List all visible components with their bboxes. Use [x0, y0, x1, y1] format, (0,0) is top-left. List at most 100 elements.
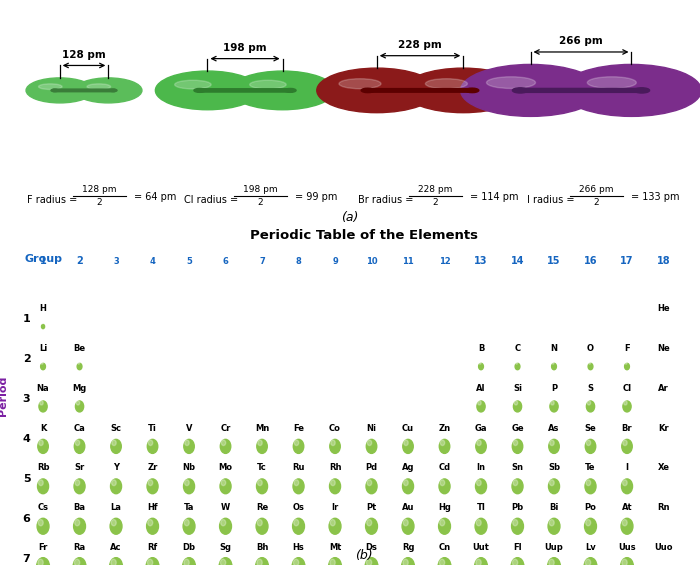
- Ellipse shape: [479, 363, 484, 370]
- Ellipse shape: [584, 558, 597, 565]
- Ellipse shape: [475, 479, 486, 494]
- Ellipse shape: [440, 520, 444, 526]
- Ellipse shape: [38, 559, 43, 565]
- Text: 4: 4: [22, 434, 31, 444]
- Text: 2: 2: [594, 198, 599, 207]
- Text: Re: Re: [256, 503, 268, 512]
- Text: Rn: Rn: [657, 503, 670, 512]
- Text: 3: 3: [23, 394, 30, 404]
- Text: Uuo: Uuo: [654, 544, 673, 553]
- Ellipse shape: [477, 480, 481, 486]
- Text: Xe: Xe: [657, 463, 669, 472]
- Text: In: In: [477, 463, 486, 472]
- Ellipse shape: [87, 84, 111, 89]
- Ellipse shape: [111, 440, 121, 453]
- Text: Fl: Fl: [513, 544, 522, 553]
- Text: I radius =: I radius =: [527, 195, 578, 205]
- Text: 4: 4: [150, 257, 155, 266]
- Ellipse shape: [552, 363, 556, 370]
- Ellipse shape: [256, 518, 268, 534]
- Ellipse shape: [185, 480, 189, 486]
- Text: 2: 2: [97, 198, 102, 207]
- Ellipse shape: [366, 559, 372, 565]
- Text: Bh: Bh: [256, 544, 268, 553]
- Text: Kr: Kr: [658, 424, 668, 432]
- Ellipse shape: [292, 558, 305, 565]
- Ellipse shape: [329, 558, 342, 565]
- Ellipse shape: [515, 363, 520, 370]
- Ellipse shape: [331, 440, 335, 446]
- Ellipse shape: [112, 440, 116, 446]
- Ellipse shape: [585, 440, 596, 453]
- Ellipse shape: [74, 440, 85, 453]
- Text: W: W: [221, 503, 230, 512]
- Ellipse shape: [330, 559, 335, 565]
- Ellipse shape: [516, 362, 517, 364]
- Ellipse shape: [440, 559, 444, 565]
- Ellipse shape: [402, 479, 414, 494]
- Ellipse shape: [585, 559, 591, 565]
- Text: S: S: [587, 384, 594, 393]
- Text: Cl: Cl: [622, 384, 631, 393]
- Ellipse shape: [250, 80, 286, 89]
- Ellipse shape: [285, 89, 296, 92]
- Ellipse shape: [38, 84, 62, 89]
- Ellipse shape: [622, 520, 627, 526]
- Ellipse shape: [625, 362, 627, 364]
- Text: F radius =: F radius =: [27, 195, 81, 205]
- Text: Rf: Rf: [148, 544, 158, 553]
- Ellipse shape: [486, 77, 536, 89]
- Ellipse shape: [75, 480, 80, 486]
- Ellipse shape: [146, 518, 158, 534]
- Text: He: He: [657, 304, 670, 312]
- Ellipse shape: [584, 518, 596, 534]
- Text: 8: 8: [295, 257, 302, 266]
- Text: Hg: Hg: [438, 503, 451, 512]
- Text: Ds: Ds: [365, 544, 377, 553]
- Text: 266 pm: 266 pm: [559, 36, 603, 46]
- Text: Group: Group: [24, 254, 62, 264]
- Ellipse shape: [42, 322, 43, 324]
- Ellipse shape: [365, 558, 378, 565]
- Ellipse shape: [587, 401, 591, 405]
- Ellipse shape: [621, 518, 633, 534]
- Ellipse shape: [551, 401, 554, 405]
- FancyBboxPatch shape: [52, 89, 116, 92]
- Text: Rb: Rb: [37, 463, 49, 472]
- Ellipse shape: [75, 78, 142, 103]
- Ellipse shape: [513, 480, 518, 486]
- Ellipse shape: [587, 77, 636, 89]
- Text: Rg: Rg: [402, 544, 414, 553]
- Text: Ge: Ge: [511, 424, 524, 432]
- Text: 2: 2: [22, 354, 31, 364]
- Ellipse shape: [256, 558, 268, 565]
- Ellipse shape: [426, 79, 468, 89]
- Text: = 114 pm: = 114 pm: [470, 192, 519, 202]
- Ellipse shape: [549, 440, 559, 453]
- Ellipse shape: [402, 518, 414, 534]
- Ellipse shape: [475, 558, 487, 565]
- Text: Cu: Cu: [402, 424, 414, 432]
- Ellipse shape: [111, 479, 122, 494]
- Ellipse shape: [293, 440, 304, 453]
- Text: Li: Li: [39, 344, 47, 353]
- Ellipse shape: [221, 480, 225, 486]
- Ellipse shape: [75, 520, 80, 526]
- Ellipse shape: [403, 68, 523, 112]
- Ellipse shape: [403, 520, 408, 526]
- Text: 5: 5: [186, 257, 192, 266]
- Text: C: C: [514, 344, 521, 353]
- Ellipse shape: [438, 558, 451, 565]
- Text: 7: 7: [22, 554, 31, 564]
- Ellipse shape: [550, 520, 554, 526]
- Text: Br: Br: [622, 424, 632, 432]
- Text: 12: 12: [439, 257, 450, 266]
- Text: Hs: Hs: [293, 544, 304, 553]
- Ellipse shape: [38, 479, 48, 494]
- Text: Ac: Ac: [111, 544, 122, 553]
- Ellipse shape: [41, 363, 46, 370]
- Ellipse shape: [513, 401, 522, 412]
- Text: Cn: Cn: [438, 544, 451, 553]
- Text: K: K: [40, 424, 46, 432]
- Text: 9: 9: [332, 257, 338, 266]
